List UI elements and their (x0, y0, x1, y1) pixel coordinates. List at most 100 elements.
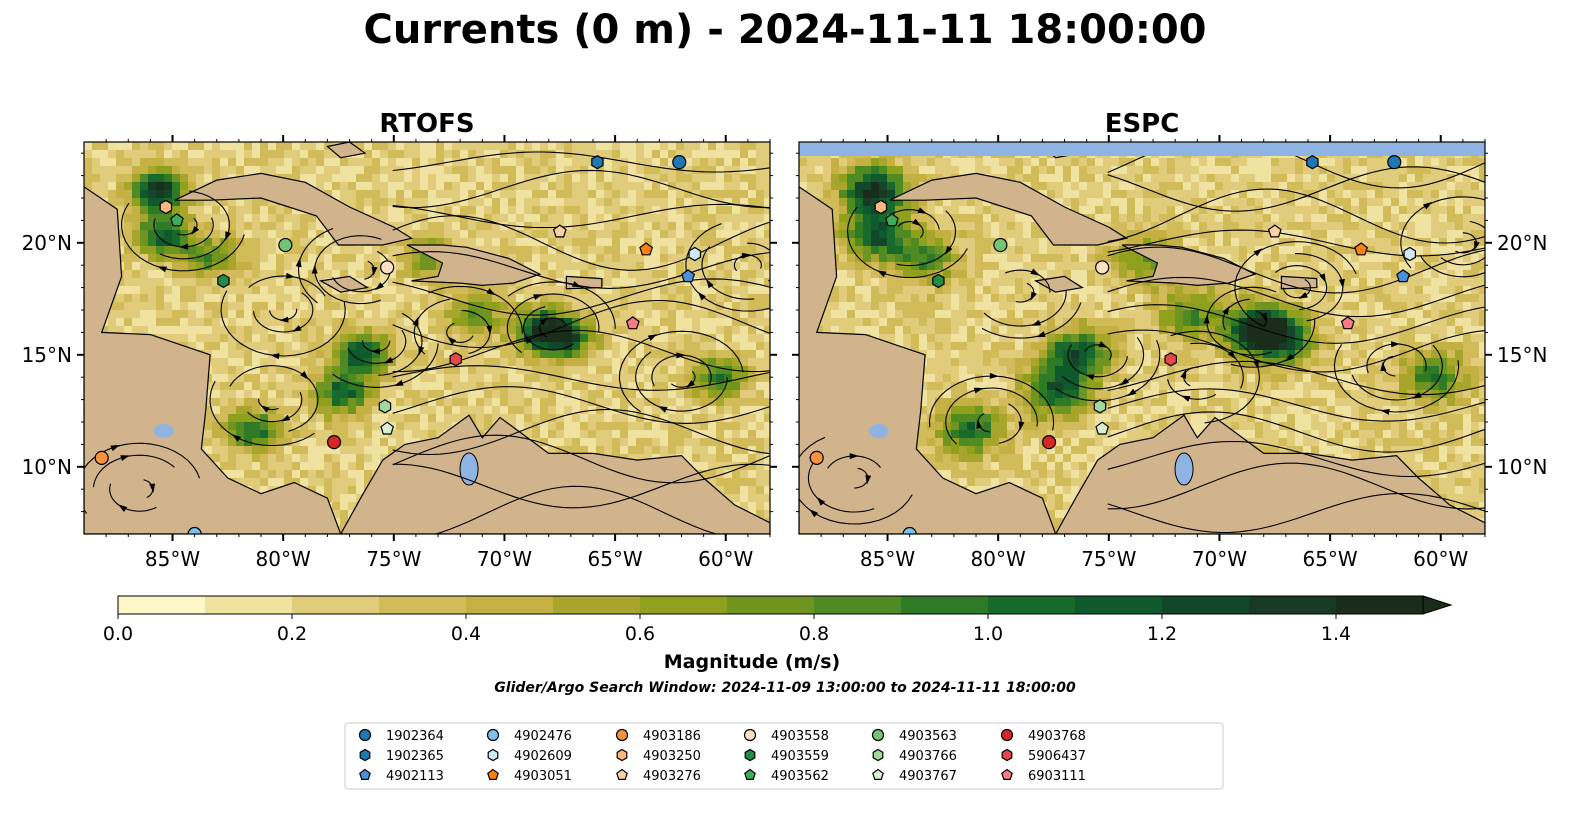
float-5906437 (1164, 352, 1178, 367)
streamline-arrow (1474, 240, 1480, 251)
legend-marker-4902609 (487, 748, 499, 762)
panel-rtofs: 85°W 80°W 75°W 70°W 65°W 60°W 20°N 15°N 10°N RTOF… (22, 109, 777, 571)
legend-marker-4903563 (871, 728, 885, 742)
streamline-arrow (371, 266, 378, 276)
y-tick-label: 10°N (22, 455, 72, 479)
map-area (799, 142, 1496, 534)
float-4903558 (380, 260, 395, 275)
legend-marker-4903051 (487, 768, 499, 781)
colorbar-segment (640, 596, 728, 614)
streamline-arrow (375, 282, 384, 291)
legend-label: 4903051 (514, 769, 572, 784)
x-tick-label: 60°W (1413, 547, 1468, 571)
streamline-arrow (989, 372, 999, 379)
data-gap-band (799, 142, 1485, 156)
x-tick-label: 60°W (698, 547, 753, 571)
land-shape (1055, 414, 1485, 534)
streamline (1107, 188, 1485, 244)
land-shape (1280, 275, 1318, 290)
legend-label: 6903111 (1028, 769, 1086, 784)
lake-nicaragua (868, 423, 889, 438)
legend-label: 4903563 (899, 729, 957, 744)
streamline-arrow (1030, 268, 1040, 276)
colorbar-segment (466, 596, 554, 614)
streamline-arrow (232, 434, 242, 442)
float-4902476 (902, 526, 917, 534)
streamline (1107, 329, 1485, 373)
land-shape (1121, 244, 1257, 287)
x-tick-label: 80°W (256, 547, 311, 571)
legend-marker-6903111 (1001, 768, 1013, 781)
colorbar-tick-label: 1.0 (973, 623, 1003, 645)
float-1902365 (1306, 155, 1319, 170)
streamline-arrow (1127, 388, 1137, 397)
x-tick-label: 85°W (860, 547, 915, 571)
streamline-arrow (191, 226, 200, 235)
streamline (1107, 492, 1485, 534)
colorbar-segment (814, 596, 902, 614)
legend-label: 4903766 (899, 749, 957, 764)
streamline-arrow (1412, 392, 1422, 399)
colorbar: 0.0 0.2 0.4 0.6 0.8 1.0 1.2 1.4 (103, 595, 1453, 645)
colorbar-extend-arrow (1422, 595, 1453, 615)
streamline (1107, 166, 1485, 212)
streamline-arrow (285, 272, 295, 279)
streamline-arrow (110, 444, 120, 452)
legend-marker-5906437 (1001, 748, 1013, 762)
streamline-arrow (370, 348, 380, 355)
colorbar-segment (727, 596, 815, 614)
legend-marker-4903562 (744, 768, 756, 781)
streamline (747, 242, 770, 282)
land-shape (406, 244, 542, 287)
float-1902364 (672, 155, 687, 170)
streamline (1107, 276, 1485, 318)
colorbar-segment (292, 596, 380, 614)
streamline-arrow (1018, 421, 1025, 431)
streamline-arrow (295, 257, 302, 268)
streamline-arrow (1120, 377, 1130, 386)
streamline (433, 485, 719, 534)
streamline (1440, 220, 1485, 266)
land-shape (799, 186, 1057, 534)
legend-label: 4903558 (771, 729, 829, 744)
panel-frame (798, 141, 1486, 535)
legend: 1902364 1902365 4902113 4902476 4902609 49030… (344, 722, 1224, 790)
streamline-arrow (179, 243, 189, 250)
float-4902113 (681, 269, 696, 283)
float-4903276 (1267, 224, 1282, 238)
streamline-arrow (1298, 292, 1308, 299)
streamline (1107, 360, 1485, 396)
streamline-arrow (292, 325, 302, 332)
legend-label: 4902476 (514, 729, 572, 744)
streamline-arrow (383, 357, 394, 364)
streamline (1107, 229, 1485, 257)
x-tick-label: 70°W (1192, 547, 1247, 571)
legend-marker-4903276 (616, 768, 628, 781)
streamline (1107, 462, 1485, 510)
colorbar-segment (901, 596, 989, 614)
streamline-arrow (539, 317, 549, 326)
map-area (84, 142, 770, 534)
streamline-arrow (706, 279, 714, 289)
streamline-arrow (1036, 331, 1046, 338)
legend-label: 4903562 (771, 769, 829, 784)
float-4902609 (688, 246, 702, 262)
streamline-arrow (1227, 350, 1236, 360)
streamline-arrow (1030, 291, 1037, 301)
x-tick-label: 65°W (587, 547, 642, 571)
float-4903186 (809, 450, 824, 465)
streamline-arrow (1487, 265, 1496, 273)
float-4902476 (187, 526, 202, 534)
streamline-arrow (300, 371, 309, 380)
y-tick-label: 15°N (1497, 343, 1547, 367)
streamline (392, 386, 770, 424)
streamline-arrow (686, 380, 695, 389)
colorbar-tick-label: 0.6 (625, 623, 655, 645)
lake-maracaibo (1174, 452, 1194, 486)
y-tick-label: 10°N (1497, 455, 1547, 479)
land (799, 142, 1485, 534)
streamline (392, 278, 770, 316)
legend-label: 1902364 (386, 729, 444, 744)
colorbar-segment (988, 596, 1076, 614)
